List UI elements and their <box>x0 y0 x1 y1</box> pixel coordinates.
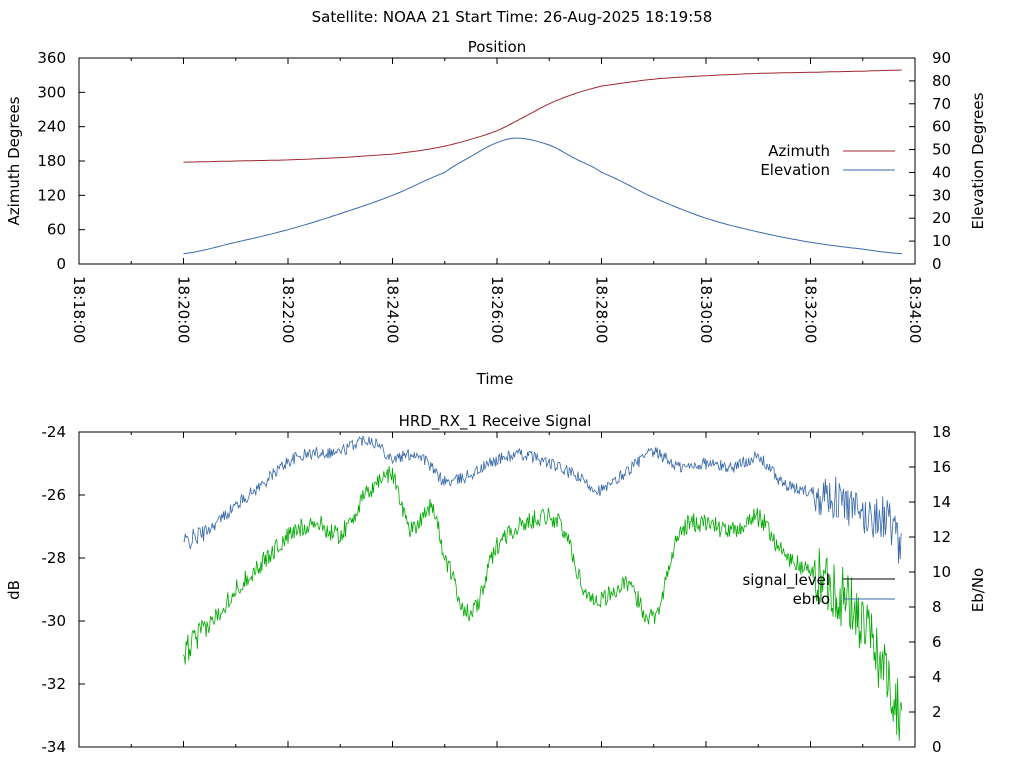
position-series <box>183 69 902 255</box>
y2-tick-label: 40 <box>932 163 951 181</box>
position-y-axis-label: Azimuth Degrees <box>5 96 23 225</box>
y-tick-label: 300 <box>37 83 66 101</box>
x-tick-label: 18:28:00 <box>593 276 611 343</box>
x-tick-label: 18:22:00 <box>279 276 297 343</box>
y2-tick-label: 50 <box>932 141 951 159</box>
y-tick-label: 120 <box>37 186 66 204</box>
receive-y-axis-label: dB <box>5 580 23 600</box>
position-y-tick-labels: 0 60 120 180 240 300 360 <box>37 49 66 273</box>
x-tick-label: 18:24:00 <box>384 276 402 343</box>
position-ticks <box>78 57 916 265</box>
y2-tick-label: 70 <box>932 95 951 113</box>
y2-tick-label: 30 <box>932 186 951 204</box>
y-tick-label: 60 <box>47 221 66 239</box>
x-tick-label: 18:32:00 <box>802 276 820 343</box>
x-tick-label: 18:34:00 <box>906 276 924 343</box>
legend-label-azimuth: Azimuth <box>768 142 830 160</box>
series-line-azimuth <box>183 69 902 163</box>
y2-tick-label: 8 <box>932 598 942 616</box>
x-tick-label: 18:18:00 <box>70 276 88 343</box>
y2-tick-label: 90 <box>932 49 951 67</box>
legend-label-elevation: Elevation <box>760 161 830 179</box>
y-tick-label: -30 <box>42 612 67 630</box>
y2-tick-label: 80 <box>932 72 951 90</box>
x-tick-label: 18:20:00 <box>175 276 193 343</box>
legend-label-signal-level: signal_level <box>742 571 830 590</box>
y2-tick-label: 4 <box>932 668 942 686</box>
y-tick-label: -24 <box>42 423 67 441</box>
y2-tick-label: 18 <box>932 423 951 441</box>
position-legend: Azimuth Elevation <box>760 142 895 179</box>
position-chart-title: Position <box>468 38 526 56</box>
y-tick-label: -26 <box>42 486 67 504</box>
y-tick-label: -34 <box>42 738 67 756</box>
x-tick-label: 18:26:00 <box>488 276 506 343</box>
position-y2-tick-labels: 0 10 20 30 40 50 60 70 80 90 <box>932 49 951 273</box>
receive-y2-axis-label: Eb/No <box>969 568 987 612</box>
series-line-green-trace <box>183 465 903 741</box>
y2-tick-label: 6 <box>932 633 942 651</box>
receive-y-tick-labels: -24 -26 -28 -30 -32 -34 <box>42 423 67 756</box>
y-tick-label: 240 <box>37 118 66 136</box>
y-tick-label: -32 <box>42 675 67 693</box>
position-x-tick-labels: 18:18:00 18:20:00 18:22:00 18:24:00 18:26:00… <box>70 276 924 343</box>
y2-tick-label: 10 <box>932 563 951 581</box>
y2-tick-label: 16 <box>932 458 951 476</box>
y2-tick-label: 0 <box>932 255 942 273</box>
y2-tick-label: 20 <box>932 209 951 227</box>
receive-y2-tick-labels: 0 2 4 6 8 10 12 14 16 18 <box>932 423 951 756</box>
receive-series <box>183 435 903 741</box>
y2-tick-label: 0 <box>932 738 942 756</box>
y2-tick-label: 12 <box>932 528 951 546</box>
series-line-elevation <box>183 137 902 255</box>
receive-signal-chart-title: HRD_RX_1 Receive Signal <box>399 412 592 431</box>
page-title: Satellite: NOAA 21 Start Time: 26-Aug-20… <box>312 8 713 26</box>
position-chart: Position 0 60 120 180 240 300 360 0 10 20 30 40 50 6… <box>5 38 987 388</box>
y-tick-label: 180 <box>37 152 66 170</box>
y-tick-label: 360 <box>37 49 66 67</box>
position-y2-axis-label: Elevation Degrees <box>969 92 987 229</box>
position-x-axis-label: Time <box>476 370 514 388</box>
series-line-ebno <box>183 435 903 564</box>
y2-tick-label: 60 <box>932 118 951 136</box>
y2-tick-label: 14 <box>932 493 951 511</box>
receive-legend: signal_level ebno <box>742 571 895 608</box>
y2-tick-label: 2 <box>932 703 942 721</box>
y2-tick-label: 10 <box>932 232 951 250</box>
y-tick-label: -28 <box>42 549 67 567</box>
y-tick-label: 0 <box>56 255 66 273</box>
x-tick-label: 18:30:00 <box>697 276 715 343</box>
receive-signal-chart: HRD_RX_1 Receive Signal -24-26-28-30-32-… <box>5 412 987 756</box>
receive-ticks <box>78 431 916 748</box>
legend-label-ebno: ebno <box>793 590 830 608</box>
